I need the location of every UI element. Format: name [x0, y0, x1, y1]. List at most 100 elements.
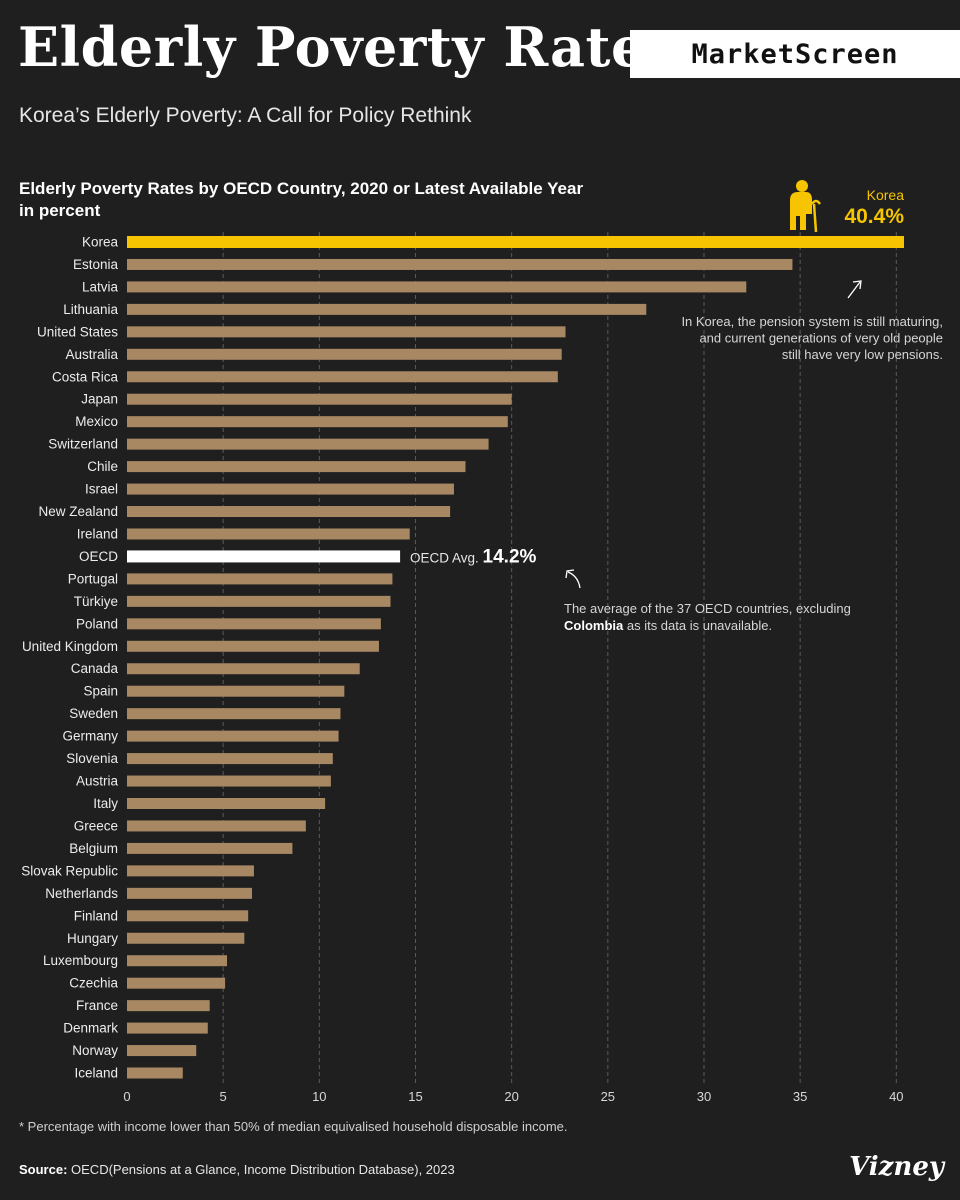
category-label: Estonia [73, 257, 119, 272]
x-axis-ticks: 0 5 10 15 20 25 30 35 40 [123, 1089, 903, 1104]
category-label: Norway [72, 1043, 118, 1058]
x-tick-label: 0 [123, 1089, 130, 1104]
bar-greece [127, 820, 306, 832]
highlight-label: Korea [867, 187, 905, 203]
page-subtitle: Korea’s Elderly Poverty: A Call for Poli… [19, 104, 472, 127]
category-label: Mexico [75, 414, 118, 429]
category-label: Austria [76, 774, 119, 789]
oecd-avg-prefix: OECD Avg. [410, 550, 483, 565]
category-label: Israel [85, 482, 118, 497]
bars [127, 236, 904, 1079]
bar-netherlands [127, 887, 253, 899]
arrow-icon [847, 281, 861, 299]
bar-t-rkiye [127, 595, 391, 607]
category-labels: Korea Estonia Latvia Lithuania United States… [21, 235, 118, 1081]
annotations: Korea 40.4% In Korea, the pension system i… [410, 180, 943, 633]
bar-latvia [127, 281, 747, 293]
bar-portugal [127, 573, 393, 585]
oecd-note-bold: Colombia [564, 618, 624, 633]
category-label: United Kingdom [22, 639, 118, 654]
category-label: Latvia [82, 279, 119, 294]
bar-slovenia [127, 753, 333, 765]
category-label: Poland [76, 616, 118, 631]
bar-czechia [127, 977, 226, 989]
bar-luxembourg [127, 955, 228, 967]
category-label: Portugal [68, 571, 118, 586]
korea-note-line: In Korea, the pension system is still ma… [681, 314, 943, 329]
category-label: Chile [87, 459, 118, 474]
korea-note-line: still have very low pensions. [782, 347, 943, 362]
x-tick-label: 20 [504, 1089, 518, 1104]
category-label: Belgium [69, 841, 118, 856]
arrowhead-icon [565, 569, 575, 579]
page-title: Elderly Poverty Rate [18, 15, 646, 79]
bar-germany [127, 730, 339, 742]
source-label: Source: [19, 1162, 68, 1177]
bar-estonia [127, 258, 793, 270]
category-label: Japan [81, 392, 118, 407]
x-tick-label: 40 [889, 1089, 903, 1104]
chart-title: Elderly Poverty Rates by OECD Country, 2… [19, 178, 639, 222]
x-tick-label: 35 [793, 1089, 807, 1104]
category-label: United States [37, 324, 118, 339]
bar-norway [127, 1045, 197, 1057]
bar-israel [127, 483, 454, 495]
bar-slovak-republic [127, 865, 254, 877]
category-label: Germany [62, 729, 118, 744]
bar-finland [127, 910, 249, 922]
bar-japan [127, 393, 512, 405]
bar-ireland [127, 528, 410, 540]
bar-korea [127, 236, 904, 248]
arrowhead-icon [852, 280, 862, 290]
category-label: Greece [74, 818, 118, 833]
category-label: Costa Rica [52, 369, 119, 384]
category-label: Türkiye [74, 594, 118, 609]
brand-logo-box: MarketScreen [630, 30, 960, 78]
category-label: Ireland [77, 526, 118, 541]
highlight-value-label: 40.4% [844, 205, 904, 228]
bar-new-zealand [127, 506, 451, 518]
category-label: Spain [83, 684, 118, 699]
category-label: Denmark [63, 1021, 118, 1036]
bar-switzerland [127, 438, 489, 450]
bar-canada [127, 663, 360, 675]
category-label: Slovenia [66, 751, 118, 766]
category-label: Lithuania [63, 302, 118, 317]
category-label: Italy [93, 796, 118, 811]
bar-france [127, 1000, 210, 1012]
category-label: OECD [79, 549, 118, 564]
category-label: Slovak Republic [21, 863, 118, 878]
bar-hungary [127, 932, 245, 944]
x-tick-label: 5 [220, 1089, 227, 1104]
bar-spain [127, 685, 345, 697]
category-label: Netherlands [45, 886, 118, 901]
category-label: New Zealand [38, 504, 118, 519]
bar-sweden [127, 708, 341, 720]
category-label: Korea [82, 235, 119, 250]
category-label: Sweden [69, 706, 118, 721]
oecd-note-rest: as its data is unavailable. [623, 618, 772, 633]
bar-lithuania [127, 303, 647, 315]
bar-italy [127, 798, 326, 809]
bar-poland [127, 618, 381, 630]
korea-note-line: and current generations of very old peop… [699, 331, 943, 346]
bar-costa-rica [127, 371, 558, 383]
x-tick-label: 25 [601, 1089, 615, 1104]
bar-united-kingdom [127, 640, 379, 652]
x-tick-label: 10 [312, 1089, 326, 1104]
category-label: Australia [65, 347, 118, 362]
bar-belgium [127, 842, 293, 854]
category-label: Luxembourg [43, 953, 118, 968]
bar-united-states [127, 326, 566, 338]
source-note: Source: OECD(Pensions at a Glance, Incom… [19, 1162, 455, 1177]
category-label: Hungary [67, 931, 118, 946]
bar-australia [127, 348, 562, 360]
x-tick-label: 30 [697, 1089, 711, 1104]
oecd-note-line: Colombia as its data is unavailable. [564, 618, 772, 633]
elderly-person-icon [790, 180, 822, 233]
category-label: Iceland [74, 1066, 118, 1081]
category-label: Finland [74, 908, 118, 923]
oecd-avg-label: OECD Avg. 14.2% [410, 546, 537, 567]
bar-denmark [127, 1022, 208, 1034]
